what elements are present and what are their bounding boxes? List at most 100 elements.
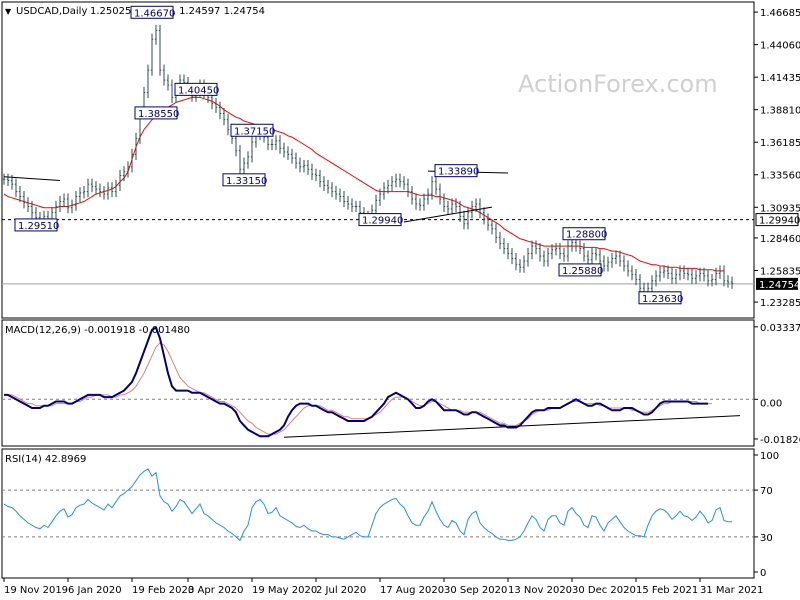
price-bar — [322, 176, 326, 191]
price-bar — [666, 265, 670, 279]
price-bar — [386, 179, 390, 194]
macd-panel-frame — [1, 319, 755, 447]
rsi-y-tick-label: 70 — [760, 486, 773, 497]
price-bar — [546, 247, 550, 267]
price-bar — [458, 200, 462, 222]
price-annotation-value: 1.23630 — [642, 294, 683, 305]
price-y-tick-label: 1.41435 — [760, 73, 800, 84]
price-bar — [502, 238, 506, 255]
rsi-line — [3, 468, 732, 542]
price-bar — [606, 256, 610, 272]
price-bar — [78, 187, 82, 203]
price-annotation-value: 1.33150 — [226, 176, 267, 187]
price-annotation-box — [14, 218, 58, 232]
price-y-tick-label: 1.33560 — [760, 171, 800, 182]
price-annotation-box — [174, 82, 218, 96]
price-bar — [566, 240, 570, 262]
price-bar — [166, 74, 170, 91]
price-bar — [314, 168, 318, 182]
price-bar — [422, 193, 426, 211]
price-annotation-value: 1.28800 — [566, 230, 607, 241]
price-bar — [622, 255, 626, 272]
price-annotation-value: 1.40450 — [178, 85, 219, 96]
ohlc-label: 1.25025 1.25081 1.24597 1.24754 — [90, 6, 265, 17]
price-bar — [290, 148, 294, 164]
price-bar — [446, 200, 450, 215]
price-bar — [126, 161, 130, 178]
price-bar — [134, 132, 138, 160]
symbol-label: USDCAD,Daily — [16, 6, 87, 17]
x-tick-label: 30 Sep 2020 — [444, 585, 507, 596]
rsi-y-tick-label: 30 — [760, 533, 773, 544]
price-bar — [62, 193, 66, 208]
rsi-title: RSI(14) 42.8969 — [5, 454, 86, 465]
x-tick-label: 6 Jan 2020 — [68, 585, 122, 596]
price-bar — [242, 157, 246, 175]
price-annotation-box — [558, 263, 602, 277]
x-tick-label: 2 Jul 2020 — [316, 585, 366, 596]
current-price-tag: 1.24754 — [756, 277, 800, 291]
price-bar — [286, 146, 290, 160]
watermark: ActionForex.com — [518, 70, 718, 98]
price-bar — [214, 98, 218, 113]
price-bar — [402, 176, 406, 190]
price-y-tick-label: 1.44060 — [760, 41, 800, 52]
price-bar — [302, 160, 306, 173]
price-y-tick-label: 1.28460 — [760, 234, 800, 245]
price-bar — [726, 275, 730, 288]
price-annotation-value: 1.29940 — [362, 216, 403, 227]
price-bar — [318, 169, 322, 188]
price-y-tick-label: 1.25835 — [760, 266, 800, 277]
price-bar — [438, 183, 442, 205]
price-annotation: 1.38550 — [134, 106, 179, 120]
price-bar — [2, 173, 6, 185]
price-bar — [154, 24, 158, 45]
price-bar — [470, 200, 474, 219]
price-bar — [342, 190, 346, 208]
price-bar — [330, 182, 334, 198]
macd-panel: MACD(12,26,9) -0.001918 -0.001480 0.0333… — [1, 319, 800, 447]
price-bar — [722, 265, 726, 287]
price-annotation-box — [222, 173, 266, 187]
price-bar — [6, 173, 10, 187]
price-bar — [278, 135, 282, 154]
price-annotation-box — [130, 5, 174, 19]
price-bar — [678, 265, 682, 281]
price-bar — [306, 160, 310, 175]
support-level-value: 1.29940 — [759, 216, 800, 227]
price-trendline — [3, 176, 61, 181]
price-bar — [714, 267, 718, 286]
price-bar — [374, 194, 378, 216]
price-bar — [698, 267, 702, 282]
price-annotation-value: 1.37150 — [234, 126, 275, 137]
price-bar — [590, 247, 594, 266]
price-y-tick-label: 1.38810 — [760, 106, 800, 117]
price-bar — [694, 270, 698, 284]
price-trendline — [403, 206, 493, 223]
price-bar — [298, 157, 302, 173]
price-bar — [86, 178, 90, 198]
price-bar — [534, 240, 538, 255]
price-bar — [26, 197, 30, 213]
price-annotation: 1.29940 — [358, 213, 403, 227]
price-annotation-value: 1.46670 — [134, 8, 175, 19]
support-level-tag: 1.29940 — [755, 213, 800, 227]
rsi-panel: RSI(14) 42.8969 100 70 30 0 — [1, 448, 779, 579]
price-bar — [94, 181, 98, 195]
price-bar — [170, 79, 174, 103]
price-bar — [14, 178, 18, 198]
price-bar — [718, 265, 722, 279]
price-bar — [66, 193, 70, 214]
rsi-y-tick-label: 100 — [760, 451, 779, 462]
price-bar — [162, 64, 166, 86]
price-bar — [514, 252, 518, 271]
price-bar — [486, 213, 490, 231]
price-bar — [602, 255, 606, 272]
price-bar — [670, 267, 674, 284]
macd-y-tick-label: -0.018262 — [760, 435, 800, 446]
price-bar — [686, 267, 690, 281]
price-bar — [562, 247, 566, 262]
price-bar — [270, 138, 274, 151]
price-annotation-box — [358, 213, 402, 227]
